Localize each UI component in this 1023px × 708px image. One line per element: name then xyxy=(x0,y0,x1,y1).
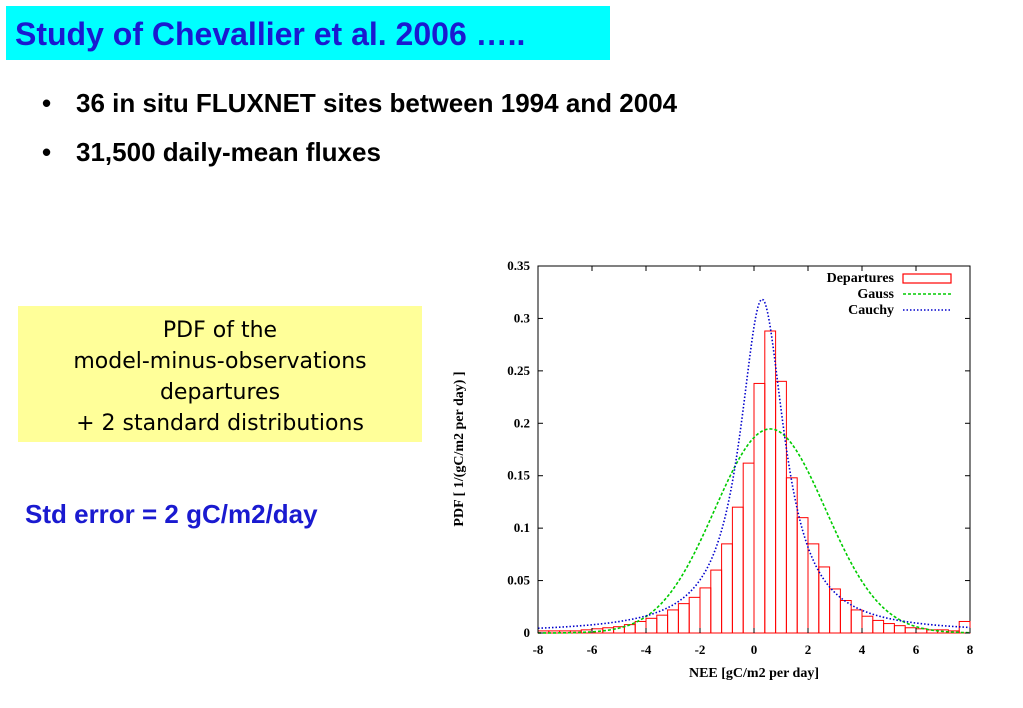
histogram-bar xyxy=(688,596,701,634)
histogram-bar xyxy=(699,587,712,634)
title-bar: Study of Chevallier et al. 2006 ….. xyxy=(6,6,610,60)
y-tick-label: 0.05 xyxy=(507,573,530,588)
histogram-bar xyxy=(710,569,723,634)
histogram-bar xyxy=(872,619,885,634)
slide-title: Study of Chevallier et al. 2006 ….. xyxy=(15,16,526,52)
histogram-bar xyxy=(742,462,755,634)
histogram-bar xyxy=(883,623,895,634)
bullet-dot-icon: • xyxy=(42,137,52,167)
x-tick-label: 2 xyxy=(805,642,812,657)
std-error-text: Std error = 2 gC/m2/day xyxy=(25,499,318,529)
bullet-item: • 36 in situ FLUXNET sites between 1994 a… xyxy=(42,88,677,118)
legend-label-cauchy: Cauchy xyxy=(848,303,894,318)
x-tick-label: -2 xyxy=(695,642,706,657)
histogram-bar xyxy=(677,603,690,634)
x-axis-label: NEE [gC/m2 per day] xyxy=(689,666,819,681)
pdf-chart: -8 -6 -4 -2 0 2 4 6 800.050.10.150.20.250.30.35 … xyxy=(452,258,974,681)
histogram-bar xyxy=(829,588,841,634)
y-tick-label: 0.2 xyxy=(514,415,530,430)
histogram-bar xyxy=(721,543,733,634)
x-tick-label: 0 xyxy=(751,642,758,657)
y-tick-label: 0.25 xyxy=(507,363,530,378)
bullet-list: • 36 in situ FLUXNET sites between 1994 a… xyxy=(42,88,677,186)
histogram-bar xyxy=(731,506,744,634)
x-tick-label: 6 xyxy=(913,642,920,657)
bullet-dot-icon: • xyxy=(42,88,52,118)
histogram-bar xyxy=(667,609,679,634)
histogram-bar xyxy=(623,624,636,634)
curve-layer xyxy=(537,298,971,634)
y-axis-label: PDF [ 1/(gC/m2 per day) ] xyxy=(452,371,467,526)
tick-layer: -8 -6 -4 -2 0 2 4 6 8 0 0.05 0.1 0.15 0.2 0.25 0.3 0.35 xyxy=(507,258,974,657)
histogram-bar xyxy=(893,625,906,634)
bullet-text: 31,500 daily-mean fluxes xyxy=(76,137,381,167)
histogram-bar xyxy=(958,620,971,634)
gauss-curve xyxy=(538,428,971,634)
bullet-text: 36 in situ FLUXNET sites between 1994 an… xyxy=(76,88,678,118)
x-tick-label: 8 xyxy=(967,642,974,657)
y-tick-label: 0 xyxy=(524,625,531,640)
histogram-bar xyxy=(753,382,766,634)
y-tick-label: 0.35 xyxy=(507,258,530,273)
histogram-bar xyxy=(904,627,917,634)
x-tick-label: -4 xyxy=(641,642,652,657)
histogram-bar xyxy=(634,620,647,634)
histogram-layer xyxy=(537,330,971,634)
histogram-bar xyxy=(775,380,787,634)
x-tick-label: 4 xyxy=(859,642,866,657)
histogram-bar xyxy=(645,617,658,634)
note-line: PDF of the xyxy=(162,318,278,343)
x-tick-label: -8 xyxy=(533,642,544,657)
histogram-bar xyxy=(818,566,831,634)
legend-swatch-departures xyxy=(902,273,952,284)
note-line: departures xyxy=(159,380,281,405)
histogram-bar xyxy=(915,628,928,634)
legend-label-gauss: Gauss xyxy=(857,287,894,302)
note-box: PDF of the model-minus-observations depa… xyxy=(18,306,422,442)
x-tick-label: -6 xyxy=(587,642,598,657)
note-line: model-minus-observations xyxy=(73,349,367,374)
histogram-bar xyxy=(807,543,820,634)
histogram-bar xyxy=(839,599,852,634)
y-tick-label: 0.1 xyxy=(514,520,530,535)
histogram-bar xyxy=(656,614,669,634)
histogram-bar xyxy=(850,609,863,634)
legend-label-departures: Departures xyxy=(827,271,895,286)
y-tick-label: 0.15 xyxy=(507,468,530,483)
bullet-item: • 31,500 daily-mean fluxes xyxy=(42,137,677,167)
histogram-bar xyxy=(785,477,798,634)
histogram-bar xyxy=(861,615,874,634)
legend: Departures Gauss Cauchy xyxy=(827,271,952,318)
histogram-bar xyxy=(764,330,777,634)
y-tick-label: 0.3 xyxy=(514,310,531,325)
note-line: + 2 standard distributions xyxy=(76,411,364,436)
histogram-bar xyxy=(796,517,809,634)
